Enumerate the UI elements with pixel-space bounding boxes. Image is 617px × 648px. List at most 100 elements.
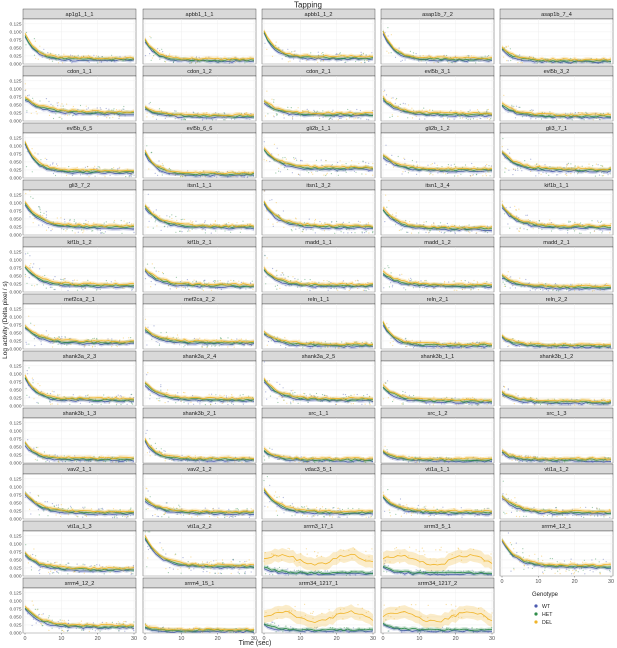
data-point-wt [486, 55, 488, 58]
data-point-del [76, 279, 78, 281]
data-point-wt [368, 288, 370, 290]
data-point-het [277, 401, 279, 404]
data-point-wt [412, 347, 415, 349]
data-point-het [40, 159, 42, 161]
data-point-del [428, 515, 430, 518]
data-point-het [60, 111, 62, 113]
data-point-wt [112, 517, 114, 519]
data-point-wt [282, 387, 284, 389]
data-point-wt [133, 174, 135, 176]
y-tick-label: 0.100 [9, 143, 21, 149]
data-point-wt [291, 172, 293, 174]
data-point-het [211, 119, 214, 121]
data-point-wt [347, 232, 349, 234]
panel-src_1_3: src_1_3 [499, 407, 614, 464]
data-point-del [335, 403, 338, 406]
data-point-del [194, 455, 196, 457]
data-point-het [548, 174, 550, 176]
data-point-del [73, 279, 76, 281]
data-point-het [113, 108, 115, 110]
data-point-del [519, 516, 521, 518]
data-point-wt [181, 231, 183, 233]
ribbon-del [25, 31, 134, 61]
data-point-del [402, 171, 404, 173]
data-point-del [388, 52, 390, 54]
data-point-del [302, 231, 304, 233]
data-point-del [151, 57, 153, 59]
data-point-wt [230, 118, 233, 120]
data-point-het [211, 345, 213, 347]
data-point-het [146, 263, 149, 265]
data-point-wt [219, 59, 221, 61]
data-point-wt [512, 58, 514, 60]
data-point-wt [37, 509, 40, 511]
data-point-het [450, 61, 452, 64]
data-point-het [35, 446, 38, 449]
panel-strip-label: gli3_7_2 [69, 183, 90, 189]
panel-itsn1_3_2: itsn1_3_2 [261, 179, 376, 236]
data-point-del [386, 322, 388, 324]
panel-evl5b_6_6: evl5b_6_6 [142, 122, 257, 179]
data-point-del [273, 495, 275, 497]
data-point-wt [285, 347, 287, 349]
data-point-wt [54, 276, 56, 278]
data-point-wt [290, 401, 292, 403]
data-point-het [71, 230, 73, 232]
data-point-del [424, 280, 426, 282]
data-point-het [517, 167, 519, 169]
data-point-wt [196, 112, 198, 114]
data-point-wt [266, 398, 268, 400]
y-tick-label: 0.050 [9, 46, 21, 52]
data-point-del [597, 221, 600, 223]
data-point-het [364, 61, 366, 63]
data-point-het [372, 231, 374, 233]
data-point-wt [433, 515, 435, 517]
data-point-het [230, 231, 232, 233]
data-point-wt [157, 48, 159, 50]
data-point-wt [155, 270, 157, 272]
data-point-del [509, 276, 511, 278]
data-point-wt [534, 289, 536, 291]
panel-strip-label: itsn1_3_2 [306, 183, 330, 189]
data-point-del [173, 506, 175, 508]
y-tick-label: 0.075 [9, 436, 21, 442]
data-point-het [519, 106, 521, 108]
data-point-het [361, 173, 363, 175]
data-point-het [568, 221, 570, 223]
data-point-het [354, 232, 356, 234]
data-point-wt [169, 288, 171, 290]
data-point-del [314, 220, 316, 222]
data-point-het [168, 55, 170, 57]
data-point-wt [105, 107, 107, 110]
data-point-het [320, 60, 322, 62]
data-point-het [45, 287, 47, 289]
data-point-del [456, 289, 458, 291]
data-point-wt [130, 175, 132, 178]
data-point-wt [404, 158, 406, 160]
panel-strip-label: shank3a_2_4 [183, 354, 217, 360]
data-point-het [293, 157, 295, 159]
data-point-wt [529, 289, 531, 291]
data-point-wt [502, 493, 504, 495]
data-point-het [266, 476, 268, 478]
data-point-del [276, 221, 278, 224]
data-point-del [423, 221, 425, 223]
data-point-del [372, 162, 374, 165]
data-point-del [273, 143, 275, 145]
data-point-wt [597, 220, 599, 222]
data-point-wt [82, 289, 84, 291]
data-point-del [94, 57, 97, 59]
data-point-het [91, 230, 93, 232]
data-point-del [165, 61, 167, 63]
data-point-del [87, 221, 89, 223]
data-point-wt [391, 286, 393, 288]
data-point-wt [154, 172, 156, 174]
data-point-het [149, 101, 151, 104]
data-point-del [519, 228, 521, 230]
data-point-del [144, 318, 147, 320]
data-point-del [29, 265, 31, 267]
panel-reln_2_2: reln_2_2 [499, 293, 614, 350]
data-point-del [231, 394, 233, 396]
data-point-del [506, 60, 508, 62]
